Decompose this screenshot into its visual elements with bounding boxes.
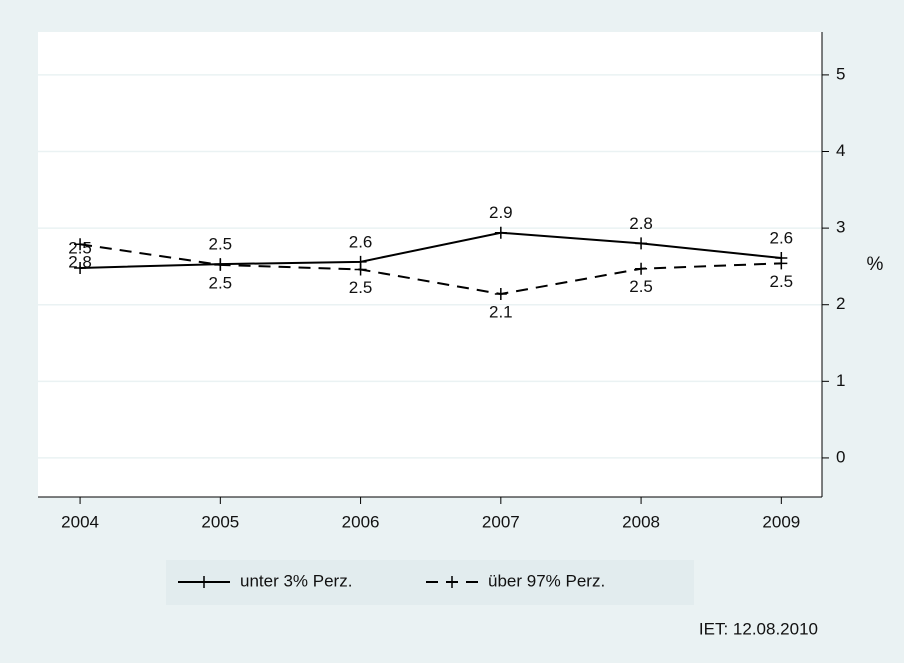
- point-marker: [74, 261, 87, 274]
- data-label: 2.5: [209, 235, 233, 254]
- data-label: 2.5: [209, 273, 233, 292]
- y-tick-label: 5: [836, 64, 845, 83]
- legend-label: über 97% Perz.: [488, 571, 605, 590]
- point-marker: [214, 258, 227, 271]
- x-tick-label: 2005: [201, 512, 239, 531]
- point-marker: [635, 237, 648, 250]
- legend-marker: [198, 576, 210, 588]
- data-label: 2.6: [770, 228, 794, 247]
- data-label: 2.5: [629, 277, 653, 296]
- y-tick-label: 4: [836, 141, 845, 160]
- y-tick-label: 1: [836, 371, 845, 390]
- data-label: 2.9: [489, 203, 513, 222]
- legend-marker: [446, 576, 458, 588]
- x-tick-label: 2009: [762, 512, 800, 531]
- y-tick-label: 2: [836, 294, 845, 313]
- x-tick-label: 2007: [482, 512, 520, 531]
- point-marker: [494, 226, 507, 239]
- data-label: 2.8: [629, 214, 653, 233]
- x-tick-label: 2006: [342, 512, 380, 531]
- point-marker: [494, 287, 507, 300]
- plot-area: [38, 32, 822, 497]
- legend-label: unter 3% Perz.: [240, 571, 352, 590]
- point-marker: [775, 257, 788, 270]
- note: IET: 12.08.2010: [699, 619, 818, 638]
- data-label: 2.8: [68, 253, 92, 272]
- data-label: 2.1: [489, 302, 513, 321]
- data-label: 2.6: [349, 232, 373, 251]
- y-tick-label: 0: [836, 447, 845, 466]
- y-tick-label: 3: [836, 218, 845, 237]
- x-tick-label: 2004: [61, 512, 99, 531]
- data-label: 2.5: [770, 272, 794, 291]
- series-line: [79, 243, 782, 296]
- data-label: 2.5: [349, 278, 373, 297]
- series-line: [80, 231, 782, 269]
- x-tick-label: 2008: [622, 512, 660, 531]
- point-marker: [635, 262, 648, 275]
- point-marker: [354, 263, 367, 276]
- point-marker: [74, 238, 87, 251]
- y-axis-label: %: [867, 254, 884, 275]
